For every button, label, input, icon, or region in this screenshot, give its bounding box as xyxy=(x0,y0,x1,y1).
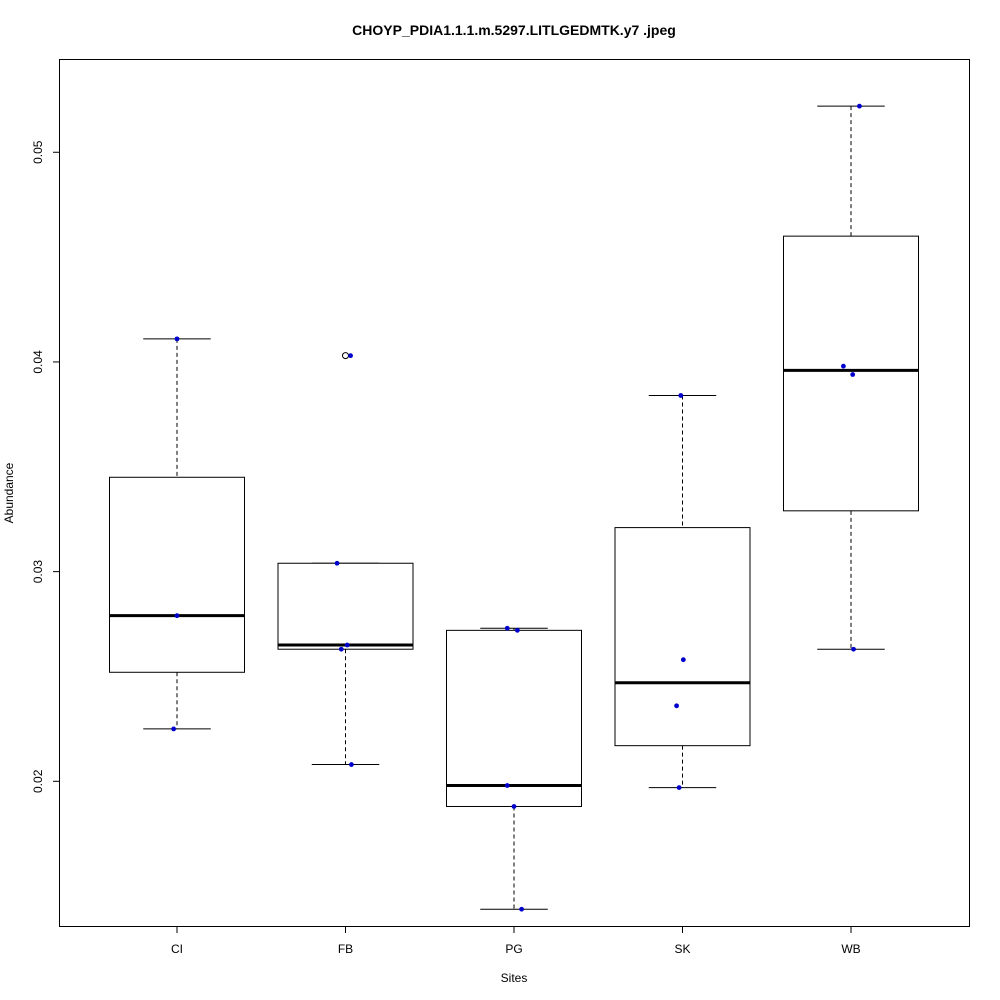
data-point-wb xyxy=(851,646,856,652)
x-tick-label: CI xyxy=(171,942,183,956)
data-point-fb xyxy=(348,353,353,359)
y-tick-label: 0.02 xyxy=(31,769,45,793)
x-axis-label: Sites xyxy=(501,971,528,985)
box-fb xyxy=(277,352,414,766)
data-point-pg xyxy=(514,627,520,633)
outlier-point xyxy=(342,352,349,360)
data-point-fb xyxy=(344,642,350,648)
box-iqr xyxy=(109,476,245,673)
box-iqr xyxy=(614,527,751,747)
x-tick-label: WB xyxy=(841,942,860,956)
y-tick-label: 0.05 xyxy=(31,140,45,164)
data-point-pg xyxy=(504,625,510,631)
y-axis: 0.02 0.03 0.04 0.05 xyxy=(31,140,60,793)
x-tick-label: SK xyxy=(674,942,690,956)
y-tick-label: 0.04 xyxy=(31,350,45,374)
data-point-sk xyxy=(676,785,682,791)
data-point-sk xyxy=(674,703,679,709)
y-axis-label: Abundance xyxy=(2,462,16,523)
data-point-fb xyxy=(338,646,344,652)
boxes-layer xyxy=(109,105,919,910)
data-point-ci xyxy=(174,613,180,619)
x-tick-label: PG xyxy=(505,942,522,956)
data-point-wb xyxy=(850,372,856,377)
data-point-sk xyxy=(680,657,686,663)
y-tick-label: 0.03 xyxy=(31,560,45,584)
box-pg xyxy=(446,627,582,910)
data-point-fb xyxy=(349,762,354,767)
box-iqr xyxy=(446,629,582,807)
box-sk xyxy=(614,394,751,789)
data-point-sk xyxy=(678,393,684,398)
box-iqr xyxy=(277,562,414,650)
data-point-pg xyxy=(519,906,524,912)
chart-title: CHOYP_PDIA1.1.1.m.5297.LITLGEDMTK.y7 .jp… xyxy=(352,22,676,38)
x-tick-label: FB xyxy=(338,942,353,956)
data-point-pg xyxy=(504,783,510,788)
data-point-pg xyxy=(511,804,517,809)
x-axis: CI FB PG SK WB xyxy=(171,926,861,956)
data-point-ci xyxy=(174,336,180,342)
box-ci xyxy=(109,338,245,730)
data-point-wb xyxy=(841,363,846,369)
data-point-wb xyxy=(857,103,862,109)
data-point-ci xyxy=(171,726,177,732)
data-point-fb xyxy=(334,560,340,566)
points-layer xyxy=(171,103,862,912)
box-wb xyxy=(783,105,919,650)
